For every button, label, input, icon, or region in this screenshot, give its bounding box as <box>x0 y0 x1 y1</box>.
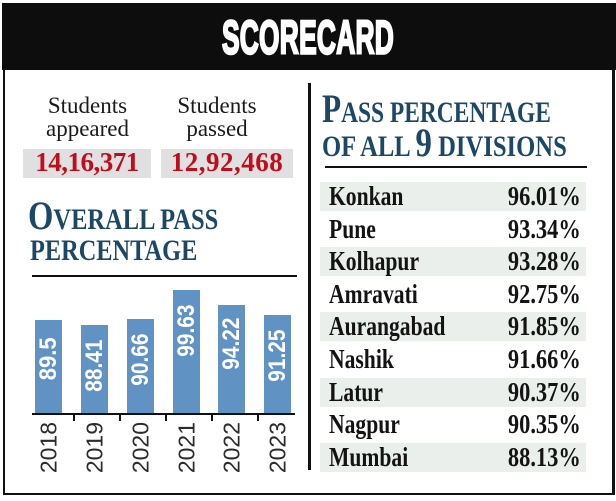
svg-text:SCORECARD: SCORECARD <box>222 13 394 65</box>
